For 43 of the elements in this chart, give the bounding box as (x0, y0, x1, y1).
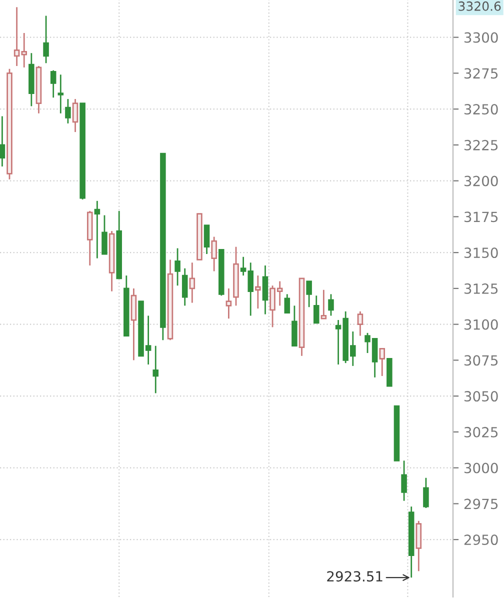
candlestick (379, 348, 386, 377)
y-tick-label: 2950 (464, 534, 498, 546)
annotation: 2923.51 (327, 571, 382, 582)
candlestick (262, 264, 268, 315)
candlestick (65, 98, 71, 124)
y-tick-label: 3300 (464, 32, 498, 43)
candlestick (43, 15, 49, 64)
y-tick-label: 3175 (464, 212, 498, 222)
candlestick (423, 477, 429, 509)
candlestick (306, 280, 312, 308)
candlestick (328, 293, 334, 316)
y-tick-label: 3225 (464, 140, 498, 150)
candlestick (401, 460, 407, 502)
candlestick (58, 74, 64, 114)
candlestick (174, 248, 180, 286)
y-tick-label: 3000 (464, 462, 498, 474)
candlestick (211, 236, 217, 272)
text: 3320.6 (458, 1, 501, 11)
candlestick (72, 98, 78, 133)
candlestick (50, 70, 56, 98)
y-tick-label: 3025 (464, 426, 498, 438)
y-tick-label: 3200 (464, 176, 498, 186)
candlestick (313, 294, 320, 324)
candlestick (204, 224, 210, 255)
y-tick-label: 3150 (464, 248, 498, 258)
candlestick (182, 268, 188, 306)
candlestick (284, 293, 290, 314)
y-tick-label: 3125 (464, 283, 498, 294)
y-tick-label: 3100 (464, 319, 498, 330)
candlestick (357, 310, 364, 336)
candlestick (320, 289, 327, 320)
y-tick-label: 2975 (464, 498, 498, 510)
candlestick (152, 345, 159, 394)
candlestick (94, 200, 100, 259)
candlestick (189, 262, 196, 304)
candlestick (226, 288, 232, 320)
candlestick (102, 214, 108, 255)
y-tick-label: 3050 (464, 391, 498, 402)
candlestick (255, 274, 261, 310)
y-tick-label: 3250 (464, 104, 498, 115)
candlestick (0, 116, 6, 168)
y-tick-label: 3075 (464, 355, 498, 366)
y-tick-label: 3275 (464, 68, 498, 79)
